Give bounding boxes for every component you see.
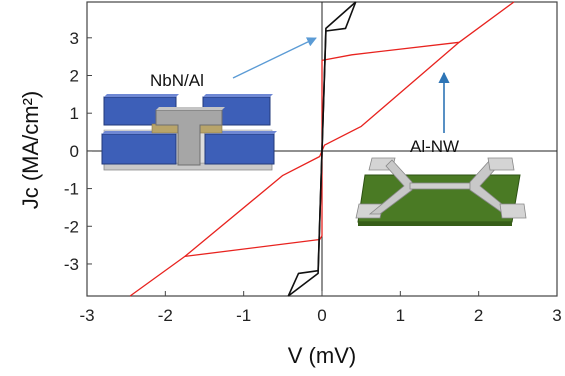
x-tick-label: 2 [474, 306, 483, 325]
nbn-al-arrow [232, 37, 317, 79]
y-axis-ticks: -3 -2 -1 0 1 2 3 [64, 29, 92, 274]
y-tick-label: 1 [70, 104, 79, 123]
y-axis-title: Jc (MA/cm²) [18, 91, 43, 210]
x-tick-label: 0 [317, 306, 326, 325]
y-tick-label: 0 [70, 142, 79, 161]
x-axis-ticks: -3 -2 -1 0 1 2 3 [79, 291, 562, 325]
y-tick-label: 2 [70, 67, 79, 86]
series-layer [129, 1, 515, 297]
nbn-al-device-illustration [101, 94, 277, 171]
nbn-al-label: NbN/Al [150, 71, 204, 90]
y-tick-label: -1 [64, 180, 79, 199]
x-tick-label: 1 [396, 306, 405, 325]
x-tick-label: -3 [79, 306, 94, 325]
y-tick-label: -3 [64, 255, 79, 274]
y-tick-label: 3 [70, 29, 79, 48]
x-tick-label: -2 [158, 306, 173, 325]
y-tick-label: -2 [64, 217, 79, 236]
x-axis-title: V (mV) [288, 343, 356, 368]
x-tick-label: 3 [552, 306, 561, 325]
x-tick-label: -1 [236, 306, 251, 325]
al-nw-label: Al-NW [410, 137, 459, 156]
series-line-4 [287, 1, 357, 297]
al-nw-device-illustration [355, 157, 527, 226]
